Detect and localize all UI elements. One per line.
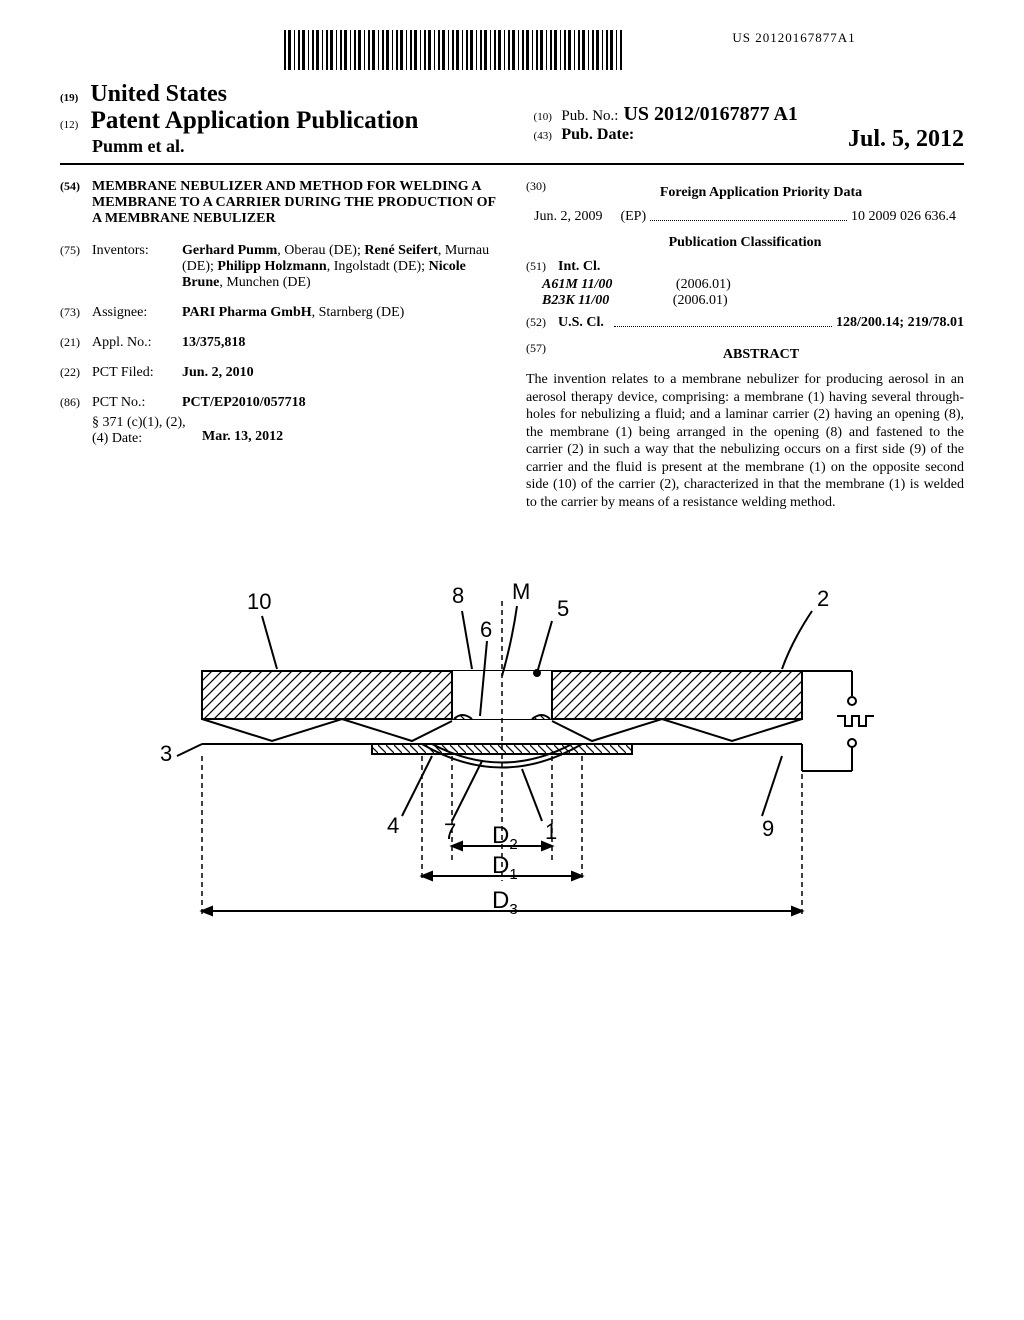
uscl-value: 128/200.14; 219/78.01 [836, 315, 964, 331]
fig-label-M: M [512, 579, 530, 604]
abstract-text: The invention relates to a membrane nebu… [526, 371, 964, 511]
pub-no: US 2012/0167877 A1 [623, 103, 797, 125]
fig-label-9: 9 [762, 816, 774, 841]
abstract-label: ABSTRACT [558, 347, 964, 363]
fig-label-5: 5 [557, 596, 569, 621]
pct-no-code: (86) [60, 395, 92, 411]
country: United States [90, 81, 227, 107]
pct-no-label: PCT No.: [92, 395, 182, 411]
dots-icon [650, 209, 847, 221]
assignee-code: (73) [60, 305, 92, 321]
intcl-label: Int. Cl. [558, 259, 600, 275]
s371-label: § 371 (c)(1), (2), (4) Date: [92, 415, 202, 447]
pub-no-code: (10) [534, 111, 552, 123]
appl-label: Appl. No.: [92, 335, 182, 351]
fig-label-10: 10 [247, 589, 271, 614]
barcode-region: US 20120167877A1 [60, 30, 964, 75]
header-rule [60, 163, 964, 165]
dots-icon [614, 315, 832, 327]
fig-label-2: 2 [817, 586, 829, 611]
pct-filed-code: (22) [60, 365, 92, 381]
country-code: (19) [60, 92, 78, 104]
intcl-2: B23K 11/00 [542, 293, 609, 308]
patent-figure: 10 8 M 5 2 6 3 4 7 1 9 D2 D1 D3 [60, 561, 964, 966]
fig-label-D2: D2 [492, 822, 518, 853]
header: (19) United States (12) Patent Applicati… [60, 81, 964, 157]
assignee: PARI Pharma GmbH, Starnberg (DE) [182, 305, 498, 321]
priority-num: 10 2009 026 636.4 [851, 209, 956, 225]
inventors-code: (75) [60, 243, 92, 291]
author-line: Pumm et al. [60, 136, 534, 157]
patent-title: MEMBRANE NEBULIZER AND METHOD FOR WELDIN… [92, 179, 498, 227]
uscl-code: (52) [526, 315, 558, 331]
classification-header: Publication Classification [526, 235, 964, 251]
barcode-text: US 20120167877A1 [624, 30, 964, 46]
priority-cc: (EP) [620, 209, 646, 225]
foreign-label: Foreign Application Priority Data [558, 185, 964, 201]
fig-label-3: 3 [160, 741, 172, 766]
pub-date-label: Pub. Date: [561, 126, 634, 143]
abstract-code: (57) [526, 341, 558, 371]
inventors-label: Inventors: [92, 243, 182, 291]
bibliographic-columns: (54) MEMBRANE NEBULIZER AND METHOD FOR W… [60, 179, 964, 511]
inventors: Gerhard Pumm, Oberau (DE); René Seifert,… [182, 243, 498, 291]
intcl-1: A61M 11/00 [542, 277, 612, 292]
fig-label-6: 6 [480, 617, 492, 642]
barcode-graphic [284, 30, 624, 70]
appl-code: (21) [60, 335, 92, 351]
intcl-code: (51) [526, 259, 558, 275]
pub-date-code: (43) [534, 130, 552, 142]
priority-date: Jun. 2, 2009 [534, 209, 602, 225]
assignee-label: Assignee: [92, 305, 182, 321]
foreign-code: (30) [526, 179, 558, 209]
s371-date: Mar. 13, 2012 [202, 415, 498, 447]
pct-filed: Jun. 2, 2010 [182, 365, 498, 381]
fig-label-7: 7 [444, 819, 456, 844]
pub-type-code: (12) [60, 119, 78, 131]
fig-label-4: 4 [387, 813, 399, 838]
appl-no: 13/375,818 [182, 335, 498, 351]
pub-no-label: Pub. No.: [561, 108, 618, 124]
pub-date: Jul. 5, 2012 [848, 126, 964, 153]
uscl-label: U.S. Cl. [558, 315, 604, 331]
left-column: (54) MEMBRANE NEBULIZER AND METHOD FOR W… [60, 179, 498, 511]
fig-label-D1: D1 [492, 852, 518, 883]
pub-type: Patent Application Publication [91, 107, 419, 134]
fig-label-8: 8 [452, 583, 464, 608]
pct-filed-label: PCT Filed: [92, 365, 182, 381]
fig-label-1: 1 [545, 819, 557, 844]
fig-label-D3: D3 [492, 887, 518, 918]
intcl-2-date: (2006.01) [673, 293, 728, 308]
right-column: (30) Foreign Application Priority Data J… [526, 179, 964, 511]
intcl-1-date: (2006.01) [676, 277, 731, 292]
pct-no: PCT/EP2010/057718 [182, 395, 498, 411]
title-code: (54) [60, 179, 92, 227]
